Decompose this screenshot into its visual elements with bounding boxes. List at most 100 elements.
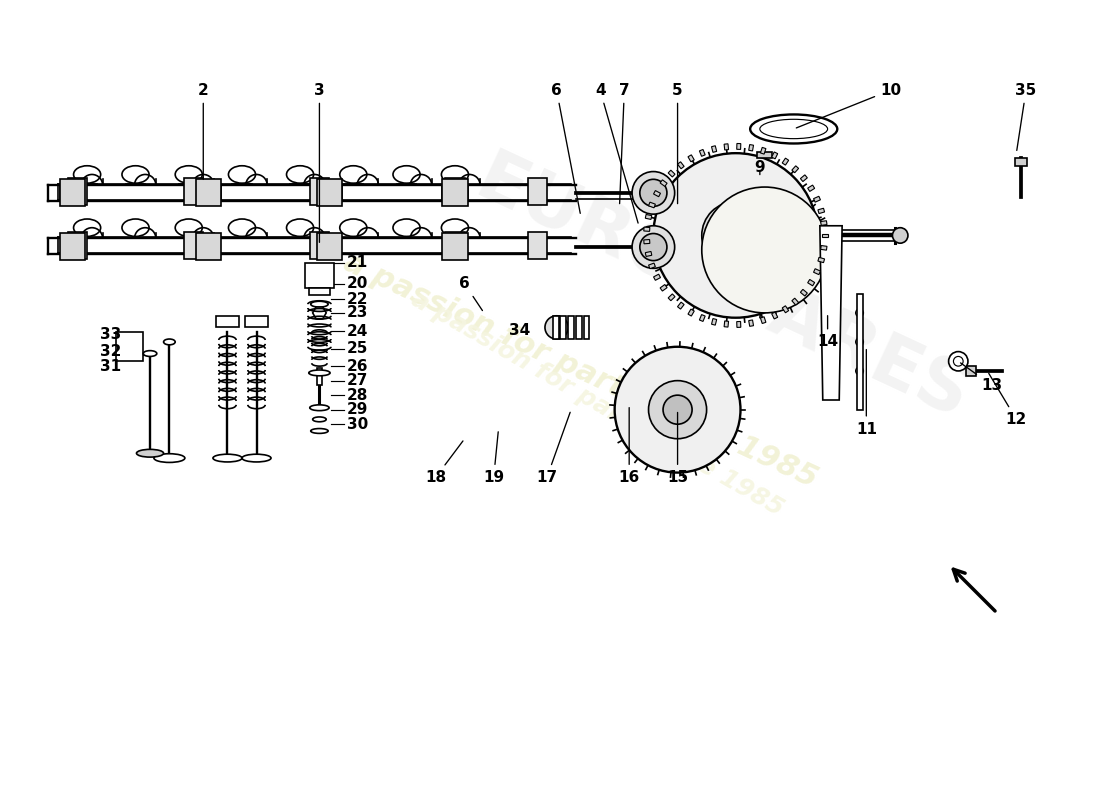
Bar bbox=[668, 170, 675, 177]
Text: 23: 23 bbox=[346, 306, 367, 320]
Bar bbox=[60, 233, 85, 260]
Text: 35: 35 bbox=[1015, 82, 1036, 150]
Circle shape bbox=[856, 367, 864, 375]
Bar bbox=[749, 320, 754, 326]
Ellipse shape bbox=[310, 429, 328, 434]
Bar bbox=[700, 314, 705, 322]
Bar bbox=[749, 145, 754, 151]
Text: a passion for parts since 1985: a passion for parts since 1985 bbox=[339, 247, 822, 493]
Bar bbox=[821, 221, 827, 226]
Ellipse shape bbox=[286, 166, 313, 183]
Text: 11: 11 bbox=[856, 350, 877, 437]
Text: 2: 2 bbox=[198, 82, 209, 179]
Bar bbox=[196, 179, 221, 206]
Bar bbox=[60, 179, 85, 206]
Bar bbox=[310, 178, 329, 206]
Bar bbox=[772, 312, 778, 319]
Polygon shape bbox=[820, 226, 843, 400]
Text: 22: 22 bbox=[346, 292, 368, 307]
Bar bbox=[782, 306, 789, 313]
Bar bbox=[801, 175, 807, 182]
Circle shape bbox=[856, 309, 864, 317]
Bar bbox=[724, 321, 728, 327]
Text: 6: 6 bbox=[551, 82, 581, 214]
Bar bbox=[822, 234, 827, 238]
Bar bbox=[528, 231, 547, 258]
Circle shape bbox=[544, 316, 569, 339]
Bar bbox=[309, 288, 330, 295]
Bar bbox=[305, 262, 334, 288]
Ellipse shape bbox=[229, 166, 255, 183]
Bar bbox=[649, 263, 656, 269]
Circle shape bbox=[716, 216, 755, 255]
Bar bbox=[310, 231, 329, 258]
Ellipse shape bbox=[760, 119, 827, 138]
Circle shape bbox=[856, 338, 864, 346]
Text: 13: 13 bbox=[960, 363, 1003, 393]
Bar bbox=[442, 179, 468, 206]
Text: 20: 20 bbox=[346, 276, 367, 291]
Circle shape bbox=[640, 179, 667, 206]
Bar bbox=[317, 179, 342, 206]
Bar bbox=[814, 269, 821, 274]
Polygon shape bbox=[312, 307, 327, 318]
Bar bbox=[807, 279, 815, 286]
Bar bbox=[688, 155, 694, 162]
Bar bbox=[818, 208, 825, 214]
Ellipse shape bbox=[122, 166, 150, 183]
Bar bbox=[117, 332, 143, 362]
Text: 14: 14 bbox=[817, 316, 838, 350]
Bar bbox=[712, 146, 717, 152]
Circle shape bbox=[649, 381, 706, 438]
Ellipse shape bbox=[340, 219, 367, 237]
Circle shape bbox=[892, 228, 907, 243]
Bar bbox=[528, 178, 547, 206]
Text: 10: 10 bbox=[796, 82, 901, 128]
Bar bbox=[649, 202, 656, 208]
Bar bbox=[821, 246, 827, 250]
Bar bbox=[792, 166, 799, 173]
Bar bbox=[678, 302, 684, 309]
Bar bbox=[801, 290, 807, 296]
Ellipse shape bbox=[74, 219, 101, 237]
Ellipse shape bbox=[286, 219, 313, 237]
Ellipse shape bbox=[393, 166, 420, 183]
Bar bbox=[660, 180, 667, 186]
Ellipse shape bbox=[74, 166, 101, 183]
Bar bbox=[317, 368, 322, 386]
Text: 32: 32 bbox=[100, 344, 121, 359]
Text: 27: 27 bbox=[346, 373, 367, 388]
Ellipse shape bbox=[143, 350, 157, 357]
Ellipse shape bbox=[213, 454, 242, 462]
Text: a passion for parts since 1985: a passion for parts since 1985 bbox=[407, 287, 788, 521]
Bar bbox=[196, 233, 221, 260]
Ellipse shape bbox=[175, 219, 202, 237]
Bar bbox=[757, 152, 772, 158]
Circle shape bbox=[663, 395, 692, 424]
Bar bbox=[1015, 158, 1027, 166]
Bar bbox=[700, 150, 705, 156]
Bar bbox=[792, 298, 799, 305]
Text: 16: 16 bbox=[618, 408, 640, 485]
Circle shape bbox=[640, 234, 667, 261]
Bar bbox=[653, 274, 660, 280]
Circle shape bbox=[615, 346, 740, 473]
Circle shape bbox=[632, 171, 674, 214]
Polygon shape bbox=[857, 294, 864, 410]
Text: 6: 6 bbox=[459, 276, 483, 310]
Bar bbox=[245, 316, 268, 327]
Ellipse shape bbox=[441, 166, 469, 183]
Bar bbox=[678, 162, 684, 169]
Text: 24: 24 bbox=[346, 324, 367, 338]
Text: 17: 17 bbox=[537, 412, 570, 485]
Ellipse shape bbox=[164, 339, 175, 345]
Ellipse shape bbox=[229, 219, 255, 237]
Bar bbox=[68, 231, 87, 258]
Bar bbox=[646, 214, 652, 219]
Text: 25: 25 bbox=[346, 341, 367, 356]
Ellipse shape bbox=[312, 417, 327, 422]
Circle shape bbox=[632, 226, 674, 268]
Bar bbox=[184, 178, 204, 206]
Text: 15: 15 bbox=[667, 413, 689, 485]
Bar bbox=[552, 316, 559, 339]
